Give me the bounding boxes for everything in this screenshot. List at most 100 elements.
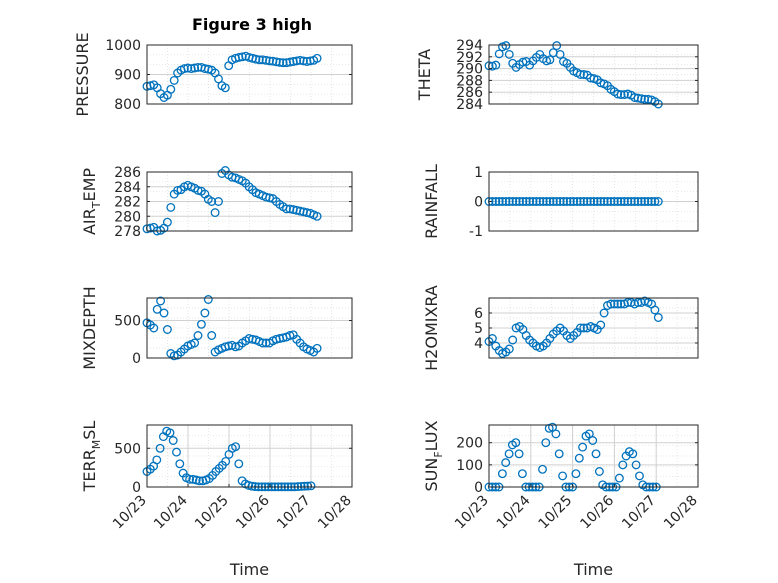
y-tick-label: 294 [456,38,483,54]
data-point [518,197,528,206]
figure-title: Figure 3 high [192,15,312,34]
x-axis-label: Time [229,560,269,579]
data-point [633,298,643,307]
data-point [521,197,531,206]
data-point [508,197,518,206]
data-point [195,476,204,486]
y-tick-label: 0 [132,351,141,367]
y-tick-label: 278 [114,224,141,240]
data-point [261,55,271,65]
y-tick-label: 0 [132,480,141,496]
data-point [633,93,643,103]
data-point [599,197,609,206]
data-point [653,313,663,322]
data-point [188,474,198,484]
x-tick-label: 10/25 [192,493,232,533]
y-axis-label: MIXDEPTH [80,286,99,369]
data-point [295,55,305,65]
data-point [631,460,641,470]
data-point [498,197,507,206]
data-point [616,90,626,100]
data-point [636,197,646,206]
data-point [191,475,201,485]
data-point [586,197,596,206]
y-tick-label: 800 [114,97,141,113]
data-point [207,197,217,206]
axes-box [146,424,353,488]
data-point [214,197,223,206]
data-point [594,467,604,476]
data-point [162,217,172,227]
data-point [579,70,589,79]
data-point [268,56,278,66]
data-point [292,56,302,66]
data-point [613,89,623,99]
data-point [299,481,309,491]
data-point [551,429,561,439]
y-tick-label: 200 [456,436,483,452]
data-point [185,474,195,484]
x-axis-label: Time [573,560,613,579]
data-point [596,197,606,206]
data-point [511,197,521,206]
data-point [175,459,185,469]
data-point [231,442,241,452]
y-axis-label: RAINFALL [422,164,441,239]
data-point [535,197,545,206]
x-tick-label: 10/24 [494,492,534,532]
axes-box [488,424,699,488]
data-point [190,63,200,73]
data-point [231,342,240,352]
data-point [630,93,640,102]
data-point [592,197,602,206]
data-point [515,197,524,206]
data-point [254,55,264,65]
data-point [630,197,640,206]
y-tick-label: 900 [114,68,141,84]
data-point [247,481,257,491]
data-point [214,74,223,84]
data-point [554,449,564,459]
x-tick-label: 10/26 [577,492,617,532]
y-axis-label: PRESSURE [73,32,92,116]
data-point [285,57,295,67]
data-point [626,197,636,206]
data-point [169,351,179,361]
data-point [613,299,623,309]
data-point [562,197,572,206]
data-point [589,197,599,206]
x-tick-label: 10/27 [274,493,314,533]
data-point [643,197,653,206]
data-point [525,197,535,206]
data-point [303,481,313,491]
y-axis-label: TERRMSL [80,421,103,493]
data-point [640,197,650,206]
data-point [296,481,306,491]
data-point [552,41,562,51]
data-point [596,320,606,330]
data-point [517,469,527,479]
data-point [220,83,230,93]
y-tick-label: 280 [114,209,141,225]
data-point [501,458,511,468]
data-point [628,449,638,459]
y-tick-label: 286 [114,165,141,181]
data-point [501,41,511,51]
data-point [559,197,568,206]
data-point [504,344,514,354]
data-point [168,436,178,445]
data-point [312,211,322,221]
data-point [203,64,213,74]
data-point [288,57,298,66]
data-point [172,447,181,457]
data-point [565,197,575,206]
data-point [183,63,193,73]
data-point [572,197,582,206]
data-point [306,481,316,491]
data-point [555,49,565,59]
data-point [528,197,538,206]
data-point [538,464,547,474]
